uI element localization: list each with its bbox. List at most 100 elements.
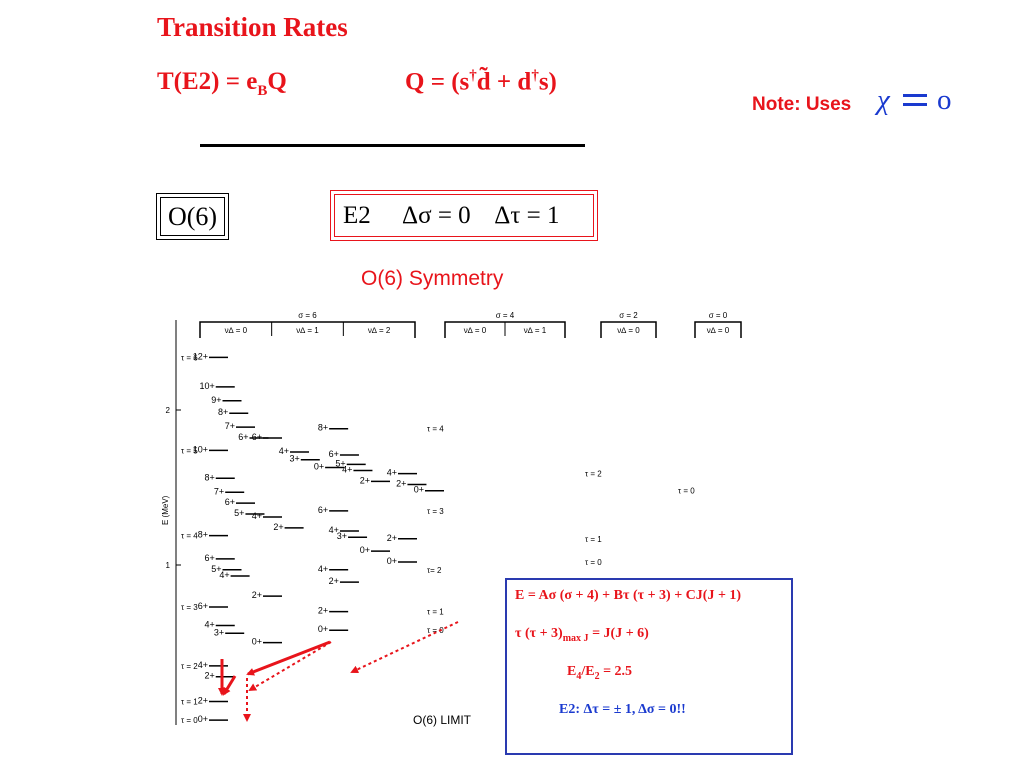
level-spin-label: 5+ (234, 508, 244, 518)
level-spin-label: 9+ (211, 395, 221, 405)
equals-sign (903, 92, 927, 108)
energy-ratio: E4/E2 = 2.5 (567, 664, 632, 682)
level-spin-label: 6+ (198, 601, 208, 611)
axis-ticks: 21 (166, 406, 181, 570)
e2-selection-rule: E2: Δτ = ± 1, Δσ = 0!! (559, 702, 686, 717)
limit-label: O(6) LIMIT (413, 713, 472, 727)
transition-arrows (218, 621, 459, 722)
subgroup-label: ν∆ = 0 (707, 326, 730, 335)
level-spin-label: 0+ (314, 461, 324, 471)
axis-label: E (MeV) (161, 495, 170, 525)
ratio-mid: /E (581, 664, 595, 679)
level-spin-label: 4+ (329, 525, 339, 535)
tau-label: τ = 6 (181, 353, 198, 362)
tau-label: τ = 0 (181, 716, 198, 725)
symmetry-title: O(6) Symmetry (361, 267, 504, 290)
tau-label: τ = 3 (427, 507, 444, 516)
level-spin-label: 2+ (204, 671, 214, 681)
ratio-sub1: 4 (576, 670, 582, 682)
level-spin-label: 4+ (387, 468, 397, 478)
level-spin-label: 6+ (225, 497, 235, 507)
level-spin-label: 2+ (252, 590, 262, 600)
axis-tick-label: 2 (166, 406, 171, 415)
eq-left-tail: Q (267, 68, 287, 95)
group-bracket (199, 321, 416, 338)
level-spin-label: 3+ (337, 531, 347, 541)
group-headers: σ = 6 ν∆ = 0 ν∆ = 1 ν∆ = 2 σ = 4 ν∆ = 0 ν∆ = 1… (199, 311, 742, 338)
group-header: σ = 2 (619, 311, 638, 320)
quadrupole-operator-equation: Q = (s†d̃ + d†s) (405, 68, 557, 96)
level-spin-label: 2+ (198, 696, 208, 706)
tau-label: τ = 2 (181, 662, 198, 671)
level-spin-label: 2+ (387, 533, 397, 543)
level-spin-label: 4+ (252, 511, 262, 521)
level-spin-label: 0+ (318, 624, 328, 634)
ratio-e: E (567, 664, 577, 679)
group-header: σ = 6 (298, 311, 317, 320)
subgroup-label: ν∆ = 0 (464, 326, 487, 335)
tau-label: τ = 1 (427, 608, 444, 617)
eq-left-main: T(E2) = e (157, 68, 258, 95)
e2-selection-box: E2 Δσ = 0 Δτ = 1 (330, 190, 598, 241)
energy-formula: E = Aσ (σ + 4) + Bτ (τ + 3) + CJ(J + 1) (515, 588, 742, 603)
tau-label: τ = 4 (427, 425, 444, 434)
subgroup-label: ν∆ = 0 (225, 326, 248, 335)
level-spin-label: 2+ (329, 576, 339, 586)
arrow-0-to-2-dotted (248, 641, 332, 692)
tau-label: τ = 0 (585, 558, 602, 567)
level-spin-label: 8+ (218, 407, 228, 417)
arrow-0-to-2 (246, 640, 331, 676)
tau-label: τ = 3 (181, 603, 198, 612)
tau-relation-tail: = J(J + 6) (588, 626, 649, 641)
tau-relation-sub: max J (562, 632, 589, 644)
level-spin-label: 0+ (414, 485, 424, 495)
level-spin-label: 4+ (318, 564, 328, 574)
tau-label: τ = 4 (181, 532, 198, 541)
e2-selection-label: E2 Δσ = 0 Δτ = 1 (334, 194, 594, 237)
ratio-tail: = 2.5 (599, 664, 633, 679)
note-label: Note: Uses (752, 94, 852, 115)
level-spin-label: 0+ (198, 714, 208, 724)
level-spin-label: 5+ (211, 564, 221, 574)
level-spin-label: 4+ (204, 620, 214, 630)
tau-label: τ= 2 (427, 566, 442, 575)
tau-label: τ = 0 (678, 487, 695, 496)
tau-label: τ = 2 (585, 470, 602, 479)
arrow-sigma4-to-sigma6 (350, 621, 459, 674)
level-spin-label: 10+ (199, 381, 214, 391)
level-spin-label: 10+ (193, 444, 208, 454)
level-spin-label: 0+ (252, 637, 262, 647)
tau-label: τ = 1 (585, 535, 602, 544)
level-spin-label: 6+ (318, 505, 328, 515)
subgroup-label: ν∆ = 1 (524, 326, 547, 335)
level-spin-label: 6+ (204, 553, 214, 563)
axis-tick-label: 1 (166, 561, 171, 570)
energy-levels: 12+10+9+8+7+6+ 6+4+3+0+10+8+7+6+5+ 4+2+8+6… (193, 351, 444, 724)
level-spin-label: 3+ (290, 454, 300, 464)
arrow-2-to-0-left (222, 675, 237, 696)
formula-box: E = Aσ (σ + 4) + Bτ (τ + 3) + CJ(J + 1) … (505, 578, 793, 755)
omicron-symbol: o (937, 84, 952, 116)
level-spin-label: 6+ (238, 432, 248, 442)
level-spin-label: 6+ (252, 432, 262, 442)
chi-symbol: χ (877, 84, 890, 116)
tau-relation-main: τ (τ + 3) (515, 626, 563, 641)
group-header: σ = 4 (496, 311, 515, 320)
level-spin-label: 2+ (360, 475, 370, 485)
level-spin-label: 2+ (273, 522, 283, 532)
eq-right-p1: Q = (s (405, 68, 470, 96)
eq-right-p2: d̃ + d (476, 68, 532, 96)
level-spin-label: 7+ (214, 486, 224, 496)
tau-relation: τ (τ + 3)max J = J(J + 6) (515, 626, 649, 644)
level-spin-label: 4+ (279, 446, 289, 456)
level-spin-label: 8+ (198, 530, 208, 540)
level-spin-label: 2+ (396, 479, 406, 489)
level-spin-label: 4+ (198, 660, 208, 670)
level-spin-label: 8+ (204, 472, 214, 482)
level-spin-label: 8+ (318, 423, 328, 433)
level-spin-label: 12+ (193, 351, 208, 361)
level-spin-label: 4+ (219, 570, 229, 580)
e2-operator-equation: T(E2) = eBQ (157, 68, 287, 100)
level-spin-label: 0+ (360, 545, 370, 555)
